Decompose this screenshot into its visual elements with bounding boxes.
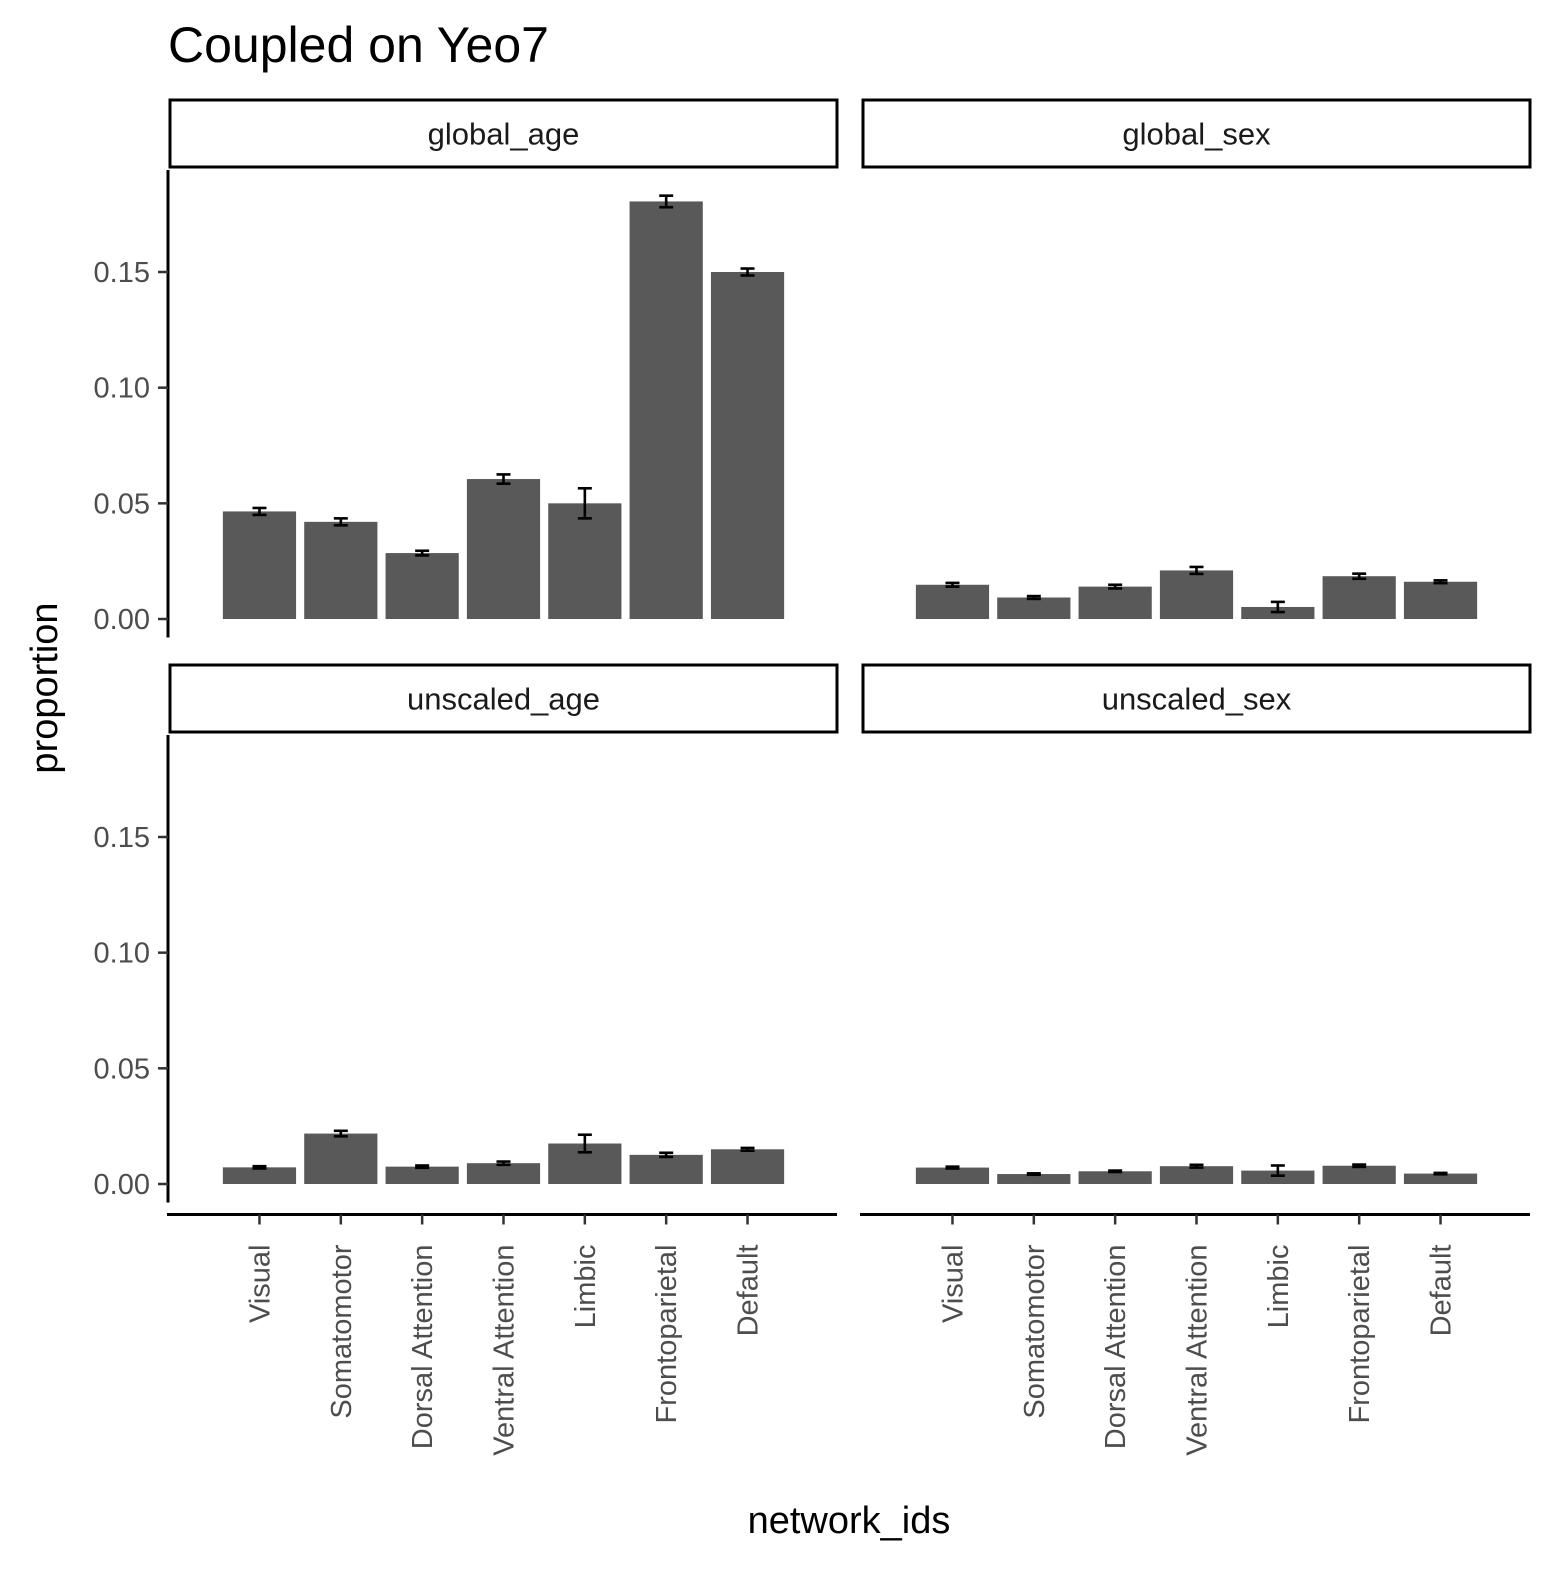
error-bar — [1270, 1164, 1285, 1177]
error-bar — [333, 1129, 348, 1138]
x-tick-label: Visual — [937, 1245, 969, 1323]
bar — [466, 479, 541, 619]
error-bar — [252, 1164, 267, 1170]
y-tick-label: 0.00 — [94, 604, 150, 636]
bar — [1159, 570, 1234, 619]
y-tick-label: 0.05 — [94, 1053, 150, 1085]
bar — [915, 584, 990, 619]
error-bar — [577, 1133, 592, 1154]
bar — [629, 201, 703, 619]
bar — [629, 1154, 703, 1184]
error-bar — [945, 1165, 960, 1170]
x-tick-label: Somatomotor — [326, 1244, 358, 1418]
x-tick-label: Default — [1426, 1245, 1458, 1337]
error-bar — [659, 1151, 674, 1159]
error-bar — [415, 1164, 430, 1170]
bar — [1078, 586, 1152, 619]
facet-strip-label: global_age — [428, 117, 580, 152]
y-tick-label: 0.00 — [94, 1169, 150, 1201]
y-axis-title: proportion — [24, 602, 66, 773]
bar — [548, 503, 622, 619]
error-bar — [1189, 565, 1204, 576]
facet-strip — [861, 663, 1532, 734]
error-bar — [1026, 1172, 1041, 1177]
x-tick-label: Frontoparietal — [651, 1245, 683, 1424]
error-bar — [740, 267, 755, 277]
error-bar — [1026, 594, 1041, 601]
facet-strip — [861, 98, 1532, 169]
y-tick-label: 0.10 — [94, 938, 150, 970]
y-tick-label: 0.15 — [94, 822, 150, 854]
error-bar — [1108, 583, 1123, 590]
error-bar — [1108, 1169, 1123, 1174]
error-bar — [1270, 600, 1285, 614]
panel-unscaled-age: unscaled_age 0.00 0.05 0.10 0.15 Visual Somato… — [94, 663, 839, 1456]
error-bar — [659, 194, 674, 209]
x-tick-label: Ventral Attention — [489, 1245, 521, 1456]
facet-panels: global_age 0.00 0.05 0.10 0.15 global_sexunsc… — [94, 98, 1532, 1456]
x-tick-label: Dorsal Attention — [1100, 1245, 1132, 1450]
panel-global-age: global_age 0.00 0.05 0.10 0.15 — [94, 98, 839, 638]
error-bar — [1352, 1163, 1367, 1169]
error-bar — [333, 517, 348, 527]
panel-unscaled-sex: unscaled_sex Visual Somatomotor Dorsal Atte… — [860, 663, 1532, 1456]
bar — [466, 1163, 541, 1184]
bar — [1322, 1165, 1396, 1184]
error-bar — [1433, 579, 1448, 585]
bar — [710, 272, 785, 619]
facet-strip — [168, 663, 839, 734]
chart-title: Coupled on Yeo7 — [168, 17, 549, 73]
error-bar — [496, 1160, 511, 1167]
x-tick-label: Visual — [244, 1245, 276, 1323]
x-tick-label: Frontoparietal — [1344, 1245, 1376, 1424]
bar — [997, 1174, 1071, 1184]
bar — [997, 597, 1071, 619]
x-tick-label: Ventral Attention — [1182, 1245, 1214, 1456]
error-bar — [1189, 1163, 1204, 1169]
bar — [1403, 1173, 1478, 1184]
x-tick-label: Limbic — [570, 1245, 602, 1329]
facet-strip-label: unscaled_age — [407, 682, 600, 717]
y-tick-label: 0.10 — [94, 373, 150, 405]
error-bar — [740, 1146, 755, 1152]
facet-strip-label: global_sex — [1122, 117, 1271, 152]
x-tick-label: Somatomotor — [1019, 1244, 1051, 1418]
error-bar — [415, 549, 430, 557]
bar — [304, 1133, 378, 1184]
y-tick-label: 0.05 — [94, 488, 150, 520]
error-bar — [1352, 572, 1367, 581]
bar — [1159, 1166, 1234, 1184]
panel-global-sex: global_sex — [861, 98, 1532, 619]
error-bar — [577, 486, 592, 520]
facet-strip — [168, 98, 839, 169]
bar — [1078, 1171, 1152, 1184]
x-tick-label: Default — [733, 1245, 765, 1337]
bar — [385, 553, 459, 619]
x-axis-title: network_ids — [748, 1500, 951, 1542]
bar — [1403, 581, 1478, 619]
error-bar — [252, 506, 267, 517]
error-bar — [945, 581, 960, 588]
bar — [915, 1167, 990, 1184]
facet-strip-label: unscaled_sex — [1102, 682, 1292, 717]
bar — [222, 1167, 297, 1184]
x-tick-label: Dorsal Attention — [407, 1245, 439, 1450]
bar — [304, 521, 378, 619]
bar — [710, 1149, 785, 1184]
x-tick-label: Limbic — [1263, 1245, 1295, 1329]
y-tick-label: 0.15 — [94, 257, 150, 289]
bar — [1322, 576, 1396, 619]
bar — [385, 1166, 459, 1184]
error-bar — [1433, 1171, 1448, 1176]
bar — [222, 511, 297, 619]
error-bar — [496, 473, 511, 485]
bar — [1241, 1170, 1315, 1184]
